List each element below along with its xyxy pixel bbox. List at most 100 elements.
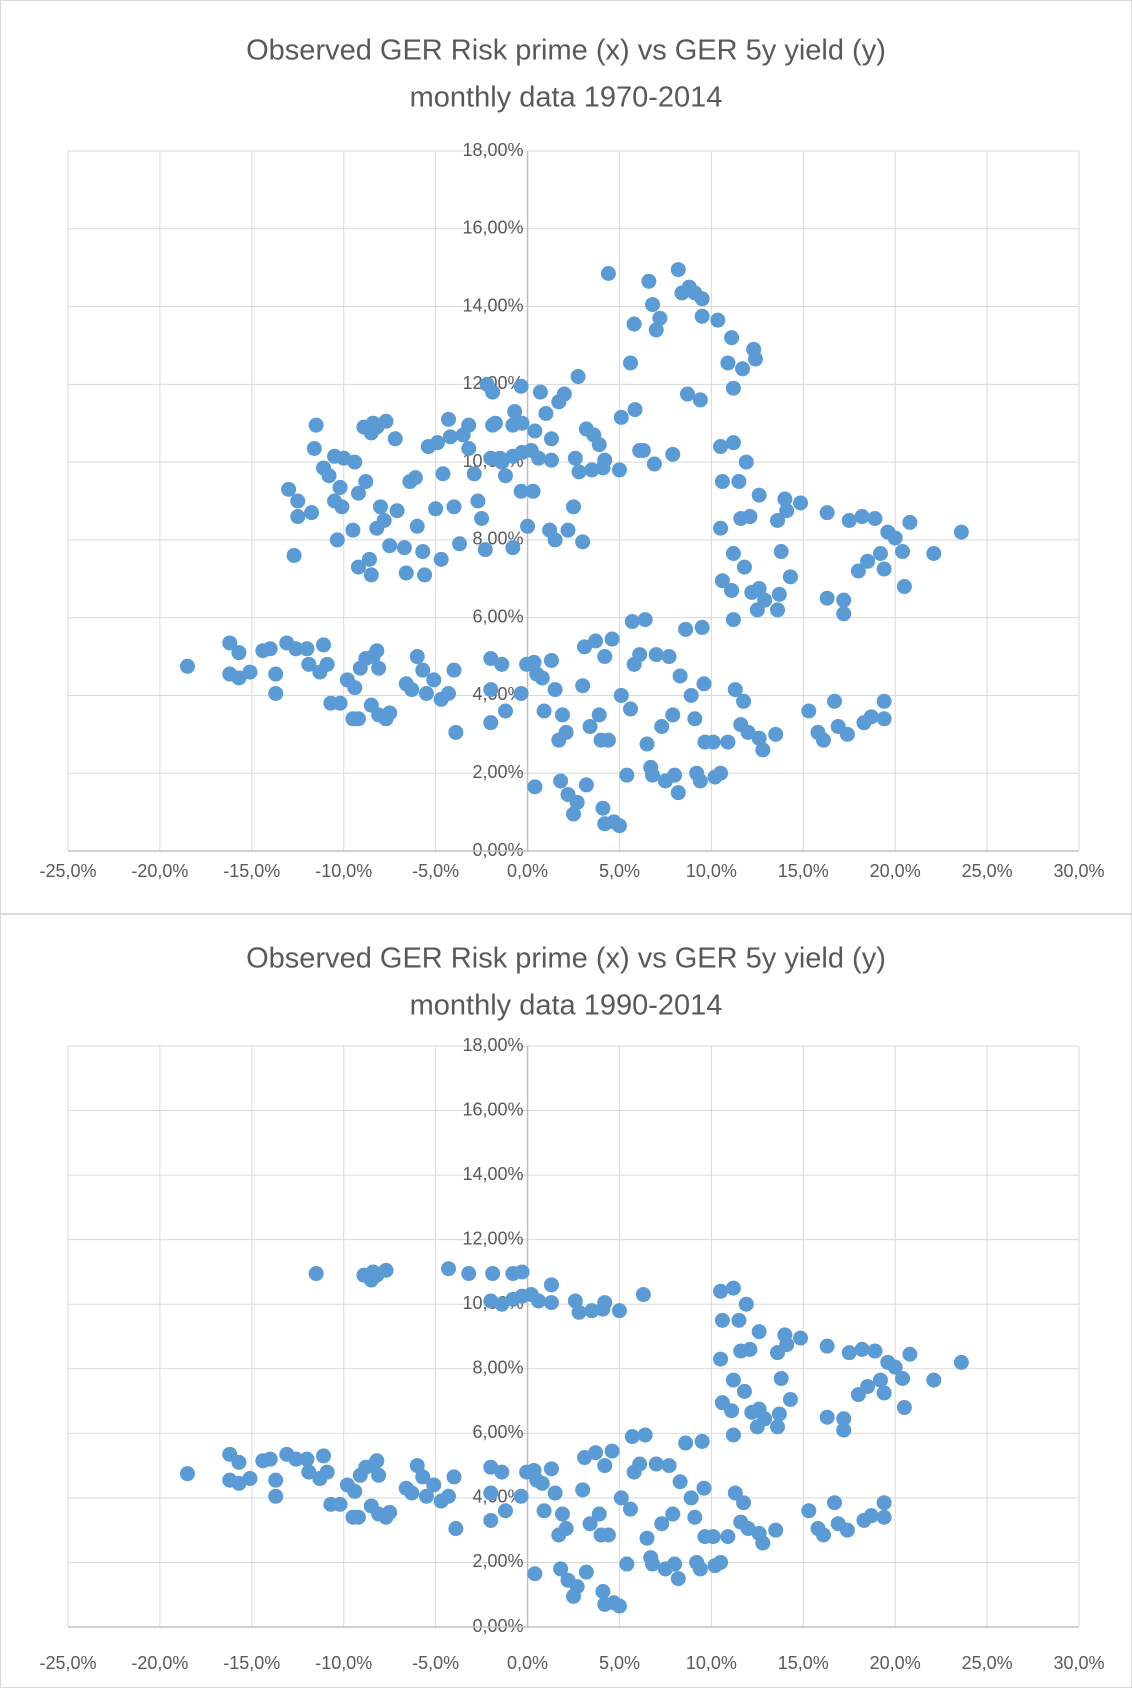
point [714,474,730,490]
point [736,693,752,709]
point [720,1529,736,1545]
point [446,499,462,515]
point [926,1372,942,1388]
x-tick-label: 10,0% [686,861,737,881]
point [569,794,585,810]
point [652,310,668,326]
point [850,563,866,579]
point [308,1266,324,1282]
point [363,567,379,583]
point [536,703,552,719]
point [902,514,918,530]
point [872,546,888,561]
point [417,567,433,583]
point [773,1370,789,1386]
point [578,777,594,793]
point [492,450,508,466]
point [672,668,688,684]
point [692,1561,708,1577]
point [448,724,464,740]
point [710,312,726,328]
point [361,551,377,567]
point [611,462,627,478]
point [678,621,694,637]
x-tick-label: -25,0% [39,861,96,881]
point [926,546,942,561]
point [554,707,570,723]
point [179,1466,195,1482]
point [319,1464,335,1480]
point [299,641,315,657]
point [622,355,638,371]
point [527,423,543,439]
point [694,308,710,324]
x-tick-label: -20,0% [131,861,188,881]
point [678,1435,694,1451]
point [513,686,529,701]
point [661,649,677,665]
y-tick-label: 8,00% [472,1358,523,1378]
y-tick-label: 2,00% [472,762,523,782]
point [582,719,598,735]
point [591,707,607,723]
point [571,1304,587,1320]
point [819,1338,835,1354]
point [382,1504,398,1520]
point [570,369,586,385]
point [306,441,322,456]
point [426,672,442,688]
point [632,647,648,663]
point [536,1503,552,1519]
point [231,670,247,686]
y-tick-label: 14,00% [462,1164,523,1184]
point [867,1343,883,1359]
point [554,1506,570,1522]
x-tick-label: 5,0% [599,1653,640,1673]
point [777,491,793,507]
chart-subtitle: monthly data 1990-2014 [410,990,723,1022]
point [705,734,721,750]
point [290,509,306,525]
point [751,581,767,596]
point [667,767,683,783]
point [441,411,457,427]
point [672,1474,688,1490]
point [841,1345,857,1361]
point [575,534,591,550]
point [692,392,708,408]
point [793,495,809,511]
point [854,509,870,525]
point [308,417,324,433]
point [637,1427,653,1443]
point [827,693,843,709]
point [378,413,394,429]
point [514,1264,530,1280]
point [841,512,857,528]
point [543,1277,559,1293]
point [532,384,548,400]
x-tick-label: -25,0% [39,1653,96,1673]
x-tick-label: -5,0% [412,861,459,881]
point [578,1564,594,1580]
point [600,732,616,748]
point [724,330,740,346]
point [558,724,574,740]
point [895,1370,911,1386]
point [624,1429,640,1445]
point [771,1406,787,1422]
point [242,1471,258,1487]
point [288,1451,304,1467]
point [319,656,335,672]
x-tick-label: 15,0% [778,861,829,881]
point [461,1266,477,1282]
point [507,404,523,420]
point [553,773,569,789]
point [396,540,412,556]
point [622,1501,638,1517]
point [418,686,434,701]
point [724,582,740,598]
point [742,1341,758,1357]
point [683,1490,699,1506]
point [299,1451,315,1467]
point [714,573,730,589]
